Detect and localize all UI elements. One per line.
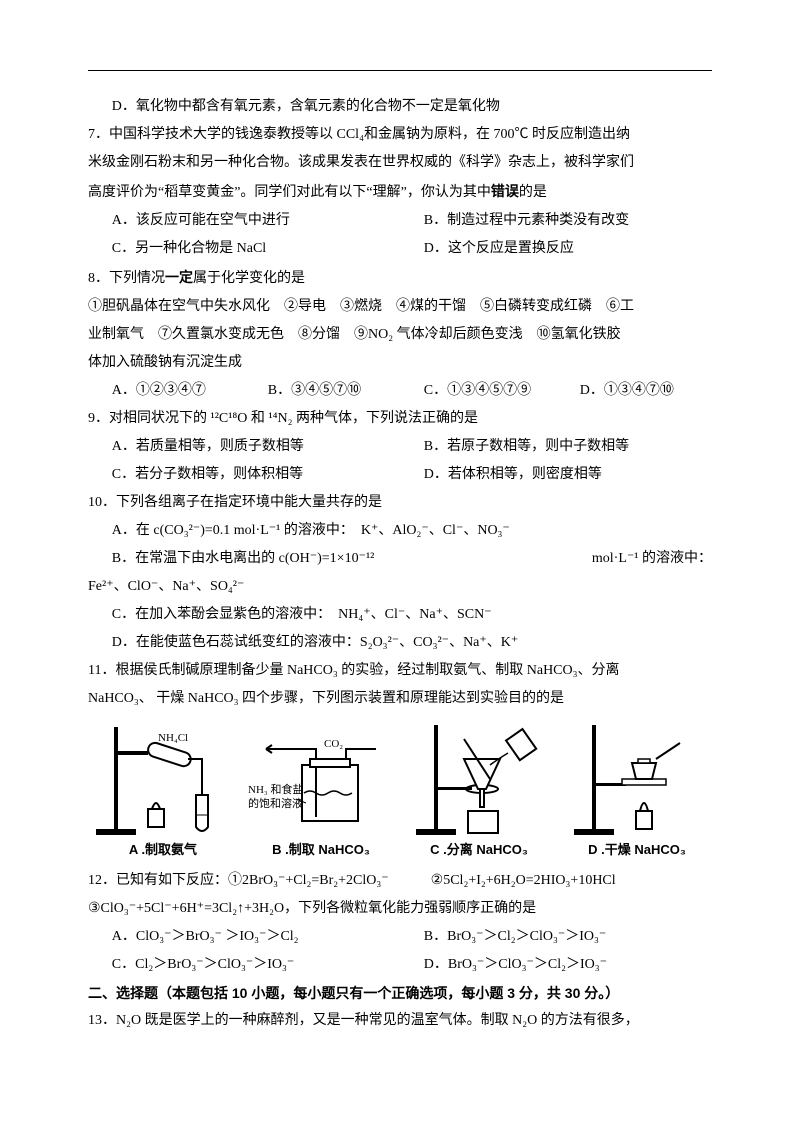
q8-stem-pre: 8．下列情况 [88, 271, 165, 286]
q8-opts: A．①②③④⑦ B．③④⑤⑦⑩ C．①③④⑤⑦⑨ D．①③④⑦⑩ [88, 377, 712, 405]
section2-heading: 二、选择题（本题包括 10 小题，每小题只有一个正确选项，每小题 3 分，共 3… [88, 979, 712, 1007]
q10-stem: 10．下列各组离子在指定环境中能大量共存的是 [88, 489, 712, 517]
q9-opt-d: D．若体积相等，则密度相等 [400, 461, 712, 489]
q12-opt-a: A．ClO₃⁻＞BrO₃⁻ ＞IO₃⁻＞Cl₂ [88, 923, 400, 951]
q11-cap-d: D .干燥 NaHCO₃ [562, 841, 712, 859]
q8-stem-bold: 一定 [165, 269, 193, 285]
apparatus-b-icon: CO₂ NH₃ 和食盐 的饱和溶液 [246, 719, 396, 839]
q7-stem-l1: 7．中国科学技术大学的钱逸泰教授等以 CCl₄和金属钠为原料，在 700℃ 时反… [88, 121, 712, 149]
q7-opts-row1: A．该反应可能在空气中进行 B．制造过程中元素种类没有改变 [88, 207, 712, 235]
q7-opt-a: A．该反应可能在空气中进行 [88, 207, 400, 235]
apparatus-a-icon: NH₄Cl [88, 719, 238, 839]
q7-stem-l3: 高度评价为“稻草变黄金”。同学们对此有以下“理解”，你认为其中错误的是 [88, 177, 712, 207]
q11-figures: NH₄Cl CO₂ [88, 719, 712, 839]
fig-a-label: NH₄Cl [158, 732, 188, 744]
q12-opts-row2: C．Cl₂＞BrO₃⁻＞ClO₃⁻＞IO₃⁻ D．BrO₃⁻＞ClO₃⁻＞Cl₂… [88, 951, 712, 979]
q8-stem: 8．下列情况一定属于化学变化的是 [88, 263, 712, 293]
q12-opts-row1: A．ClO₃⁻＞BrO₃⁻ ＞IO₃⁻＞Cl₂ B．BrO₃⁻＞Cl₂＞ClO₃… [88, 923, 712, 951]
apparatus-c-icon [404, 719, 554, 839]
q11-stem-l2: NaHCO₃、 干燥 NaHCO₃ 四个步骤，下列图示装置和原理能达到实验目的的… [88, 685, 712, 713]
q6-option-d: D．氧化物中都含有氧元素，含氧元素的化合物不一定是氧化物 [88, 93, 712, 121]
q12-opt-b: B．BrO₃⁻＞Cl₂＞ClO₃⁻＞IO₃⁻ [400, 923, 712, 951]
q8-items-l3: 体加入硫酸钠有沉淀生成 [88, 349, 712, 377]
q11-captions: A .制取氨气 B .制取 NaHCO₃ C .分离 NaHCO₃ D .干燥 … [88, 841, 712, 859]
q8-opt-c: C．①③④⑤⑦⑨ [400, 377, 556, 405]
fig-b-sol1: NH₃ 和食盐 [248, 782, 303, 796]
q9-stem: 9．对相同状况下的 ¹²C¹⁸O 和 ¹⁴N₂ 两种气体，下列说法正确的是 [88, 405, 712, 433]
q10-opt-d: D．在能使蓝色石蕊试纸变红的溶液中：S₂O₃²⁻、CO₃²⁻、Na⁺、K⁺ [88, 629, 712, 657]
q12-stem-l2: ③ClO₃⁻+5Cl⁻+6H⁺=3Cl₂↑+3H₂O，下列各微粒氧化能力强弱顺序… [88, 895, 712, 923]
q9-opt-a: A．若质量相等，则质子数相等 [88, 433, 400, 461]
q9-opt-b: B．若原子数相等，则中子数相等 [400, 433, 712, 461]
fig-b-sol2: 的饱和溶液 [248, 796, 303, 810]
q11-fig-d [562, 719, 712, 839]
q11-fig-c [404, 719, 554, 839]
q10-opt-b-l2: Fe²⁺、ClO⁻、Na⁺、SO₄²⁻ [88, 573, 712, 601]
q11-cap-b: B .制取 NaHCO₃ [246, 841, 396, 859]
q8-stem-post: 属于化学变化的是 [193, 271, 305, 286]
exam-page: D．氧化物中都含有氧元素，含氧元素的化合物不一定是氧化物 7．中国科学技术大学的… [0, 0, 800, 1132]
q7-stem-l2: 米级金刚石粉末和另一种化合物。该成果发表在世界权威的《科学》杂志上，被科学家们 [88, 149, 712, 177]
q7-stem-l3-post: 的是 [519, 185, 547, 200]
q7-opt-c: C．另一种化合物是 NaCl [88, 235, 400, 263]
q8-items-l2: 业制氧气 ⑦久置氯水变成无色 ⑧分馏 ⑨NO₂ 气体冷却后颜色变浅 ⑩氢氧化铁胶 [88, 321, 712, 349]
q10-b-l1-right: mol·L⁻¹ 的溶液中： [562, 545, 712, 573]
q11-stem-l1: 11．根据侯氏制碱原理制备少量 NaHCO₃ 的实验，经过制取氨气、制取 NaH… [88, 657, 712, 685]
q10-b-l1-left: B．在常温下由水电离出的 c(OH⁻)=1×10⁻¹² [88, 545, 562, 573]
apparatus-d-icon [562, 719, 712, 839]
q11-fig-a: NH₄Cl [88, 719, 238, 839]
q12-opt-d: D．BrO₃⁻＞ClO₃⁻＞Cl₂＞IO₃⁻ [400, 951, 712, 979]
q11-cap-a: A .制取氨气 [88, 841, 238, 859]
q7-opts-row2: C．另一种化合物是 NaCl D．这个反应是置换反应 [88, 235, 712, 263]
q10-opt-b-l1: B．在常温下由水电离出的 c(OH⁻)=1×10⁻¹² mol·L⁻¹ 的溶液中… [88, 545, 712, 573]
q10-opt-a: A．在 c(CO₃²⁻)=0.1 mol·L⁻¹ 的溶液中： K⁺、AlO₂⁻、… [88, 517, 712, 545]
q7-opt-d: D．这个反应是置换反应 [400, 235, 712, 263]
top-rule [88, 70, 712, 71]
q8-opt-d: D．①③④⑦⑩ [556, 377, 712, 405]
q11-cap-c: C .分离 NaHCO₃ [404, 841, 554, 859]
q8-opt-a: A．①②③④⑦ [88, 377, 244, 405]
q10-opt-c: C．在加入苯酚会显紫色的溶液中： NH₄⁺、Cl⁻、Na⁺、SCN⁻ [88, 601, 712, 629]
q9-opts-row2: C．若分子数相等，则体积相等 D．若体积相等，则密度相等 [88, 461, 712, 489]
q8-items-l1: ①胆矾晶体在空气中失水风化 ②导电 ③燃烧 ④煤的干馏 ⑤白磷转变成红磷 ⑥工 [88, 293, 712, 321]
q7-stem-l3-bold: 错误 [491, 183, 519, 199]
q9-opt-c: C．若分子数相等，则体积相等 [88, 461, 400, 489]
fig-b-co2: CO₂ [324, 738, 343, 750]
q9-opts-row1: A．若质量相等，则质子数相等 B．若原子数相等，则中子数相等 [88, 433, 712, 461]
q13-stem: 13．N₂O 既是医学上的一种麻醉剂，又是一种常见的温室气体。制取 N₂O 的方… [88, 1007, 712, 1035]
q7-stem-l3-pre: 高度评价为“稻草变黄金”。同学们对此有以下“理解”，你认为其中 [88, 185, 491, 200]
q12-opt-c: C．Cl₂＞BrO₃⁻＞ClO₃⁻＞IO₃⁻ [88, 951, 400, 979]
q12-stem-l1: 12．已知有如下反应：①2BrO₃⁻+Cl₂=Br₂+2ClO₃⁻ ②5Cl₂+… [88, 867, 712, 895]
q11-fig-b: CO₂ NH₃ 和食盐 的饱和溶液 [246, 719, 396, 839]
q8-opt-b: B．③④⑤⑦⑩ [244, 377, 400, 405]
q7-opt-b: B．制造过程中元素种类没有改变 [400, 207, 712, 235]
